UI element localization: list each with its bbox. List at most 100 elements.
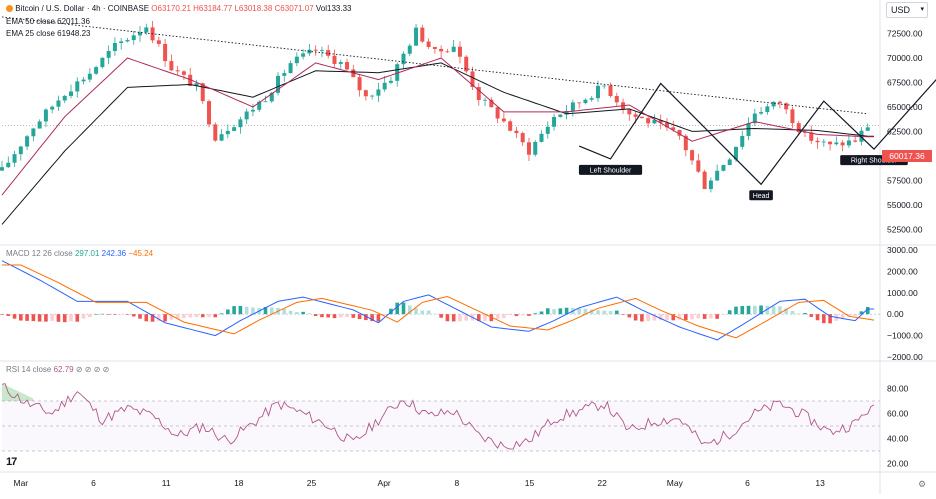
symbol-legend[interactable]: Bitcoin / U.S. Dollar · 4h · COINBASE O6… [6,3,352,14]
currency-select[interactable]: USD ▾ [886,2,928,18]
candle-body [790,109,795,124]
candle-body [50,106,55,110]
rsi-legend[interactable]: RSI 14 close 62.79 ⊘ ⊘ ⊘ ⊘ [6,364,109,375]
ohlc-values: O63170.21 H63184.77 L63018.38 C63071.07 [151,4,314,13]
candle-body [407,45,412,54]
macd-hist-bar [627,314,632,318]
symbol-title: Bitcoin / U.S. Dollar · 4h · COINBASE [15,4,150,13]
ema50-legend[interactable]: EMA 50 close 62011.36 [6,16,90,27]
candle-body [765,106,770,113]
macd-hist-bar [665,314,669,320]
candle-body [188,74,193,86]
macd-hist-bar [545,308,550,315]
macd-hist-bar [263,307,268,315]
candle-body [219,134,224,141]
candle-body [25,136,30,147]
x-tick-label: Apr [378,478,391,488]
macd-hist-bar [420,310,425,315]
candle-body [62,95,67,101]
candle-body [853,140,858,142]
candle-body [464,56,469,72]
candle-body [112,42,117,51]
x-tick-label: 25 [307,478,317,488]
settings-icon[interactable]: ⚙ [918,479,927,489]
macd-hist-bar [514,314,519,317]
price-tick-label: 72500.00 [887,29,923,39]
macd-hist-bar [12,314,17,319]
macd-hist-bar [6,314,11,316]
macd-hist-bar [502,314,506,318]
candle-body [639,116,644,119]
macd-hist-bar [401,302,406,315]
rsi-tick-label: 60.00 [887,409,909,419]
macd-hist-bar [144,314,149,322]
candle-body [250,109,255,112]
macd-hist-bar [796,313,801,315]
macd-hist-bar [539,311,544,315]
candle-body [106,50,111,58]
candle-body [539,133,544,142]
candle-body [677,129,682,136]
macd-hist-bar [194,314,199,318]
macd-hist-bar [163,314,167,322]
macd-hist-bar [671,314,676,321]
candle-body [301,53,306,57]
x-tick-label: 15 [525,478,535,488]
macd-hist-bar [94,314,98,315]
macd-hist-bar [451,314,456,322]
macd-hist-bar [100,313,105,315]
pattern-label: Head [753,193,770,200]
macd-hist-bar [25,314,29,321]
candle-body [119,41,124,43]
candle-body [244,111,249,120]
pattern-label: Left Shoulder [590,167,632,174]
macd-hist-bar [338,314,343,318]
candle-body [181,71,186,75]
macd-hist-bar [740,306,745,315]
candle-body [583,99,588,104]
candle-body [470,71,475,88]
macd-hist-bar [803,313,807,315]
macd-hist-bar [244,306,249,315]
macd-hist-bar [476,314,481,322]
pattern-label-bg [578,164,643,175]
candle-body [439,48,444,52]
macd-hist-bar [282,309,287,315]
macd-hist-bar [640,314,644,322]
candle-body [476,87,481,101]
candle-body [370,95,375,97]
macd-hist-bar [295,312,299,315]
macd-line [1,260,874,341]
candle-body [31,128,36,137]
candle-body [627,109,632,115]
macd-hist-bar [621,314,625,315]
macd-hist-bar [119,314,123,315]
volume-value: Vol133.33 [315,4,352,13]
macd-hist-bar [445,314,450,322]
macd-hist-bar [822,314,826,324]
macd-label: MACD 12 26 close [6,249,73,258]
ema25-legend[interactable]: EMA 25 close 61948.23 [6,28,91,39]
candle-body [420,27,425,42]
candle-body [269,92,274,102]
candle-body [257,101,262,110]
macd-legend[interactable]: MACD 12 26 close 297.01 242.36 −45.24 [6,248,153,259]
macd-hist-bar [765,305,770,315]
macd-hist-bar [182,314,186,319]
macd-hist-bar [75,314,80,322]
rsi-pane [1,383,880,452]
macd-hist-bar [50,314,54,321]
candle-body [777,101,782,104]
candle-body [846,140,851,146]
macd-hist-bar [589,309,594,315]
candle-body [514,130,519,134]
candle-body [6,162,11,168]
candle-body [313,49,318,51]
price-tick-label: 57500.00 [887,175,923,185]
candle-body [708,180,713,190]
candle-body [0,167,4,171]
macd-hist-bar [345,314,349,317]
